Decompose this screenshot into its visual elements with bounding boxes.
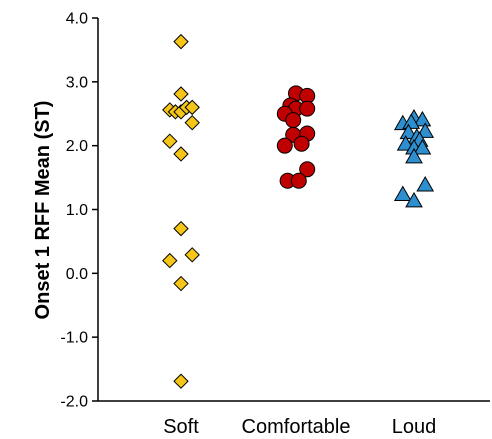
series-loud — [393, 108, 435, 208]
y-tick-label: 0.0 — [66, 266, 88, 283]
diamond-point — [173, 33, 189, 50]
triangle-point — [413, 138, 432, 155]
series-comfortable — [276, 85, 316, 189]
y-tick-label: 1.0 — [66, 202, 88, 219]
diamond-point — [173, 146, 189, 162]
triangle-point — [399, 123, 418, 140]
category-label-soft: Soft — [163, 416, 199, 438]
y-tick-label: 2.0 — [66, 138, 88, 155]
triangle-point — [405, 191, 423, 208]
triangle-point — [393, 185, 412, 202]
triangle-point — [405, 147, 423, 164]
series-soft — [162, 33, 200, 389]
y-tick-label: 4.0 — [66, 11, 88, 28]
axes — [97, 18, 490, 402]
circle-point — [299, 161, 316, 178]
y-axis-ticks: 4.0 3.0 2.0 1.0 0.0 -1.0 -2.0 — [60, 11, 98, 411]
triangle-point — [402, 113, 421, 129]
circle-point — [299, 100, 316, 117]
circle-point — [276, 137, 293, 154]
circle-point — [290, 172, 307, 189]
y-axis-title: Onset 1 RFF Mean (ST) — [32, 101, 54, 320]
diamond-point — [173, 220, 189, 237]
triangle-point — [416, 122, 435, 138]
category-label-loud: Loud — [392, 416, 437, 438]
diamond-point — [184, 99, 200, 116]
diamond-point — [162, 252, 178, 269]
circle-point — [293, 135, 310, 152]
diamond-point — [173, 86, 189, 102]
diamond-point — [184, 114, 200, 131]
triangle-point — [396, 135, 415, 151]
diamond-point — [173, 373, 189, 389]
y-tick-label: -1.0 — [60, 330, 88, 347]
data-points — [162, 33, 435, 389]
diamond-point — [184, 247, 200, 263]
y-tick-label: -2.0 — [60, 394, 88, 411]
category-label-comfortable: Comfortable — [242, 416, 351, 438]
diamond-point — [173, 275, 189, 292]
diamond-point — [162, 133, 178, 149]
x-axis-categories: Soft Comfortable Loud — [163, 416, 436, 438]
triangle-point — [413, 110, 432, 127]
circle-point — [285, 112, 302, 129]
y-tick-label: 3.0 — [66, 74, 88, 91]
triangle-point — [416, 175, 435, 192]
